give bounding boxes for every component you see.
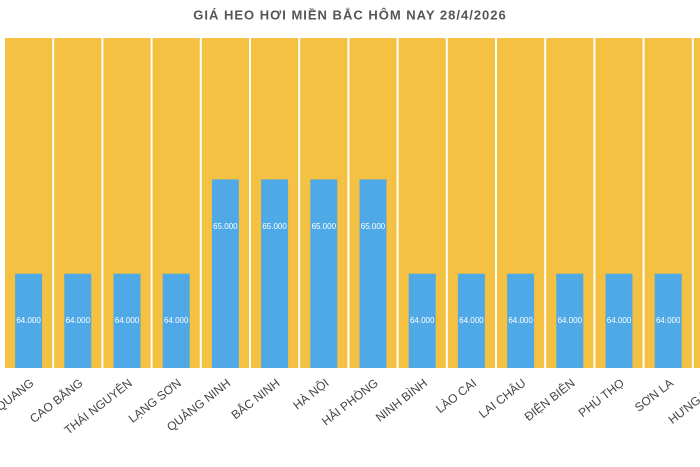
column-background [693,38,700,368]
bar [408,273,436,368]
bar [507,273,535,368]
x-tick-label: HÀ NỘI [290,375,332,412]
bar [556,273,584,368]
x-tick-label: LÀO CAI [433,375,480,416]
value-label: 64.000 [558,316,583,325]
value-label: 64.000 [164,316,189,325]
bar [654,273,682,368]
value-label: 65.000 [361,222,386,231]
bar [261,179,289,368]
x-tick-label: SƠN LA [632,376,676,415]
value-label: 65.000 [262,222,287,231]
chart-title: GIÁ HEO HƠI MIỀN BẮC HÔM NAY 28/4/2026 [193,7,507,22]
x-tick-label: ĐIỆN BIÊN [521,375,578,424]
x-tick-label: LAI CHÂU [476,375,529,421]
value-label: 64.000 [410,316,435,325]
value-label: 65.000 [213,222,238,231]
x-tick-label: PHÚ THỌ [575,375,627,420]
bar [359,179,387,368]
x-tick-label: NINH BÌNH [372,375,430,425]
value-label: 64.000 [459,316,484,325]
value-label: 65.000 [312,222,337,231]
bar [605,273,633,368]
bar [211,179,239,368]
bar [310,179,338,368]
value-label: 64.000 [16,316,41,325]
value-label: 64.000 [115,316,140,325]
x-tick-label: TUYÊN QUANG [0,375,36,441]
bar [457,273,485,368]
value-label: 64.000 [607,316,632,325]
x-tick-label: BẮC NINH [228,375,282,422]
bar [162,273,190,368]
bar [15,273,43,368]
value-label: 64.000 [66,316,91,325]
value-label: 64.000 [656,316,681,325]
value-label: 64.000 [508,316,533,325]
bar [64,273,92,368]
bar [113,273,141,368]
